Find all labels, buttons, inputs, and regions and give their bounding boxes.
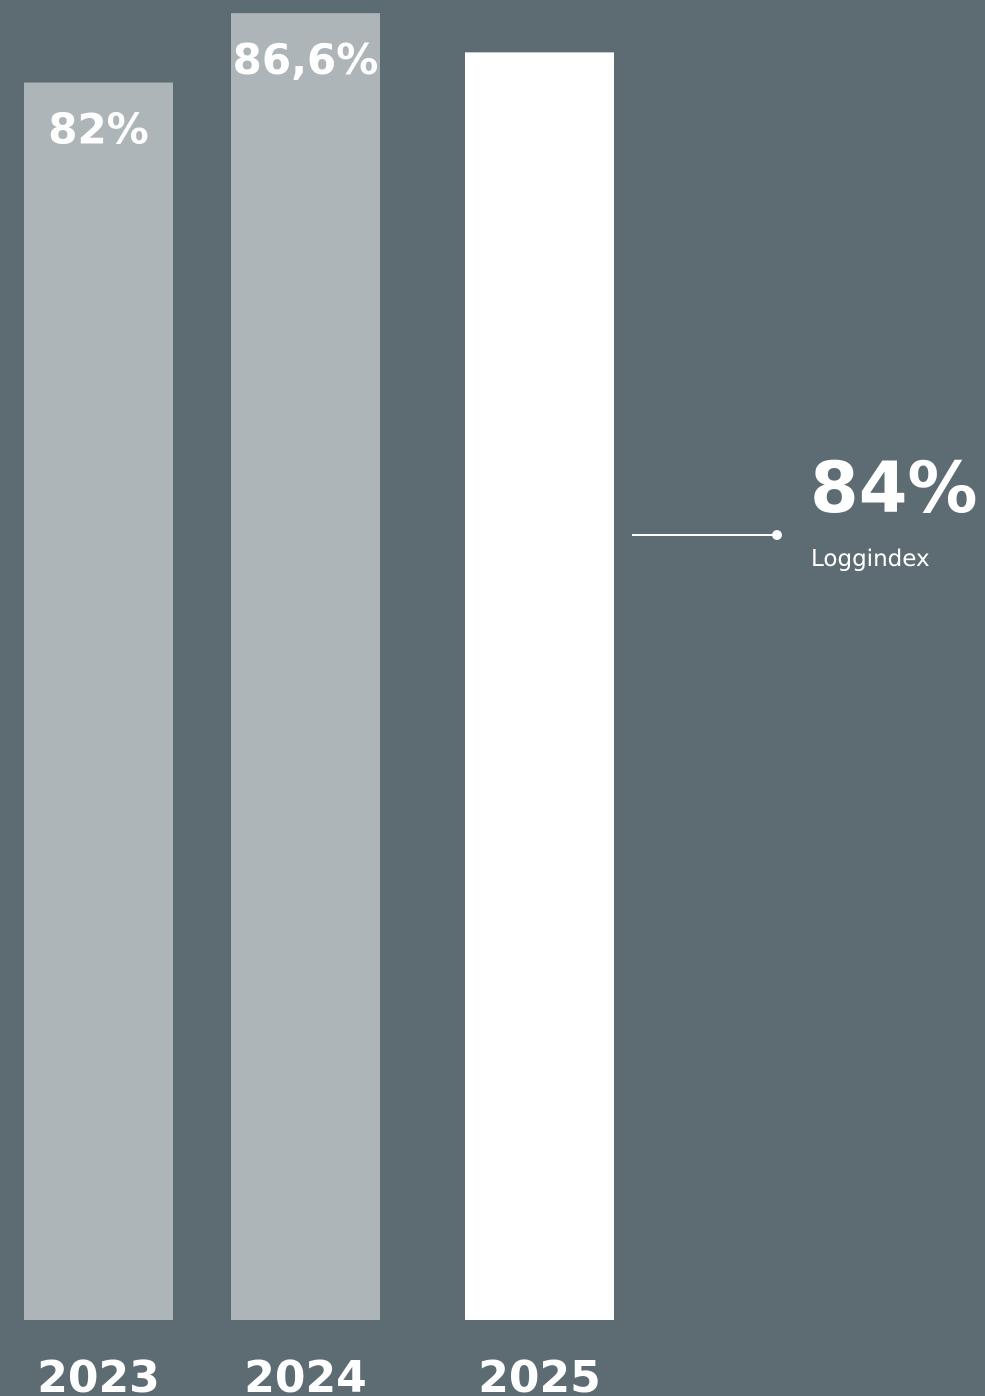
category-label-2024: 2024 — [244, 1352, 366, 1396]
bar-value-label-2023: 82% — [48, 105, 149, 154]
category-label-2025: 2025 — [478, 1352, 600, 1396]
callout-value: 84% — [810, 447, 978, 529]
bar-value-label-2024: 86,6% — [233, 35, 379, 84]
callout: 84% Loggindex — [632, 447, 978, 572]
callout-label: Loggindex — [811, 546, 930, 572]
labels-layer: 82% 2023 86,6% 2024 2025 — [37, 35, 600, 1396]
bar-2024 — [231, 13, 380, 1320]
category-label-2023: 2023 — [37, 1352, 159, 1396]
bars-layer — [24, 13, 614, 1321]
callout-dot — [772, 530, 782, 540]
bar-2023 — [24, 82, 173, 1321]
bar-2025 — [465, 52, 614, 1320]
